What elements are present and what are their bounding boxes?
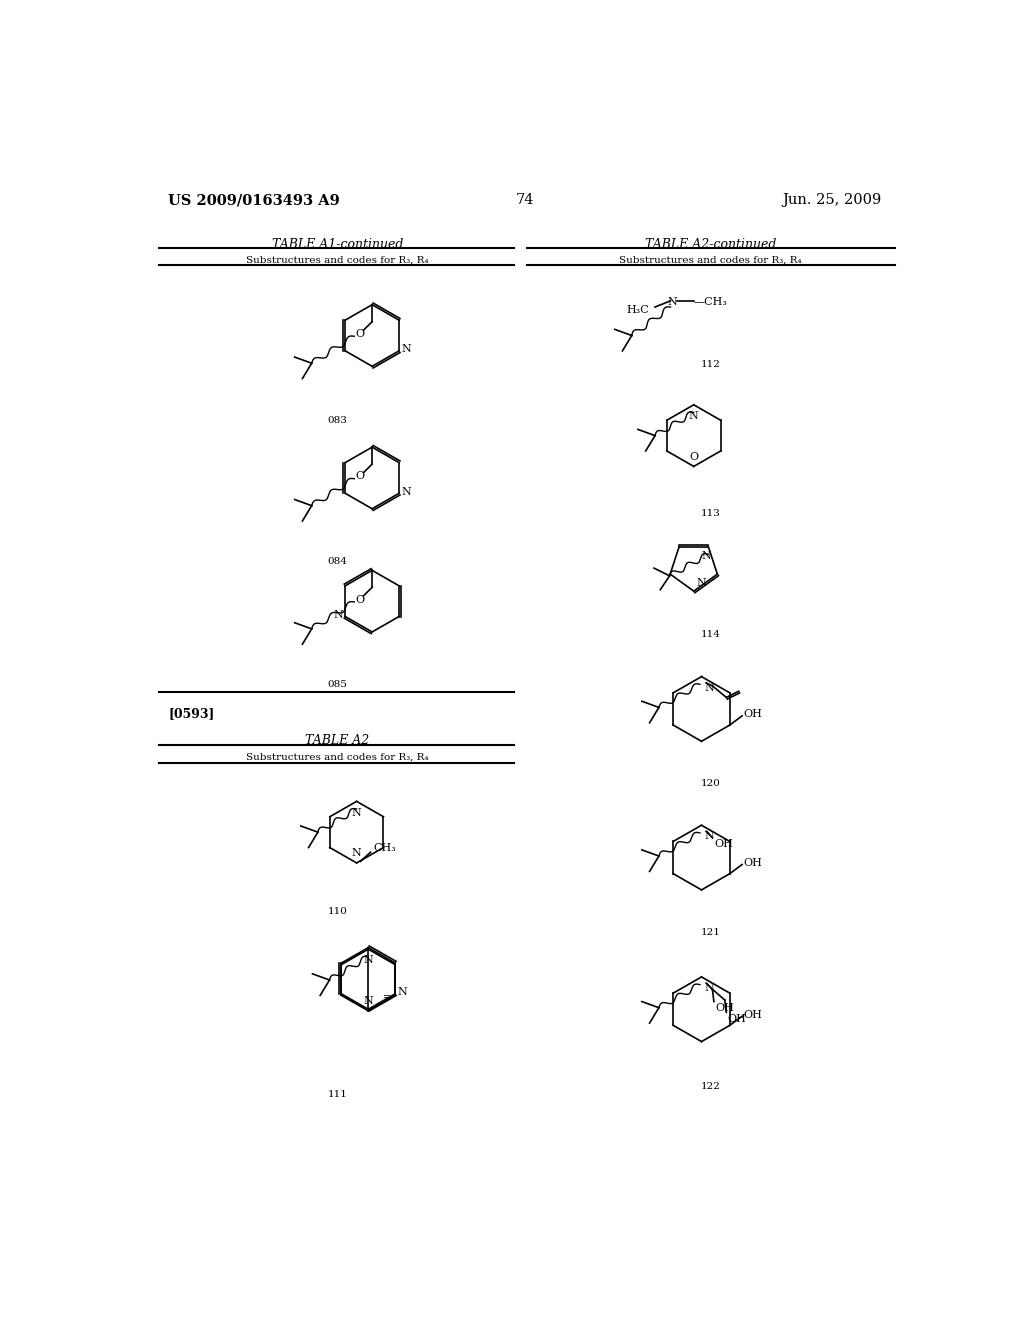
- Text: 113: 113: [700, 508, 721, 517]
- Text: N: N: [352, 849, 361, 858]
- Text: —CH₃: —CH₃: [693, 297, 728, 306]
- Text: 083: 083: [328, 416, 347, 425]
- Text: 120: 120: [700, 779, 721, 788]
- Text: Substructures and codes for R₃, R₄: Substructures and codes for R₃, R₄: [246, 256, 429, 264]
- Text: 084: 084: [328, 557, 347, 566]
- Text: N: N: [689, 411, 698, 421]
- Text: N: N: [401, 487, 411, 496]
- Text: OH: OH: [716, 1003, 734, 1012]
- Text: OH: OH: [743, 1010, 763, 1019]
- Text: 74: 74: [515, 193, 535, 207]
- Text: TABLE A2: TABLE A2: [305, 734, 370, 747]
- Text: N: N: [705, 682, 715, 693]
- Text: OH: OH: [728, 1014, 746, 1024]
- Text: Substructures and codes for R₃, R₄: Substructures and codes for R₃, R₄: [246, 752, 429, 762]
- Text: OH: OH: [743, 709, 763, 719]
- Text: US 2009/0163493 A9: US 2009/0163493 A9: [168, 193, 340, 207]
- Text: Jun. 25, 2009: Jun. 25, 2009: [782, 193, 882, 207]
- Text: N: N: [701, 552, 712, 561]
- Text: N: N: [705, 832, 715, 841]
- Text: O: O: [355, 471, 365, 482]
- Text: N: N: [364, 956, 373, 965]
- Text: N: N: [364, 997, 373, 1006]
- Text: TABLE A2-continued: TABLE A2-continued: [645, 238, 776, 251]
- Text: O: O: [355, 329, 365, 339]
- Text: N: N: [401, 345, 411, 354]
- Text: OH: OH: [714, 840, 733, 849]
- Text: TABLE A1-continued: TABLE A1-continued: [271, 238, 402, 251]
- Text: N: N: [705, 983, 715, 993]
- Text: O: O: [355, 594, 365, 605]
- Text: 114: 114: [700, 630, 721, 639]
- Text: 122: 122: [700, 1082, 721, 1092]
- Text: N: N: [352, 808, 361, 817]
- Text: 111: 111: [328, 1090, 347, 1100]
- Text: N: N: [333, 610, 343, 620]
- Text: CH₃: CH₃: [374, 842, 396, 853]
- Text: 085: 085: [328, 681, 347, 689]
- Text: [0593]: [0593]: [168, 706, 215, 719]
- Text: 121: 121: [700, 928, 721, 937]
- Text: N: N: [696, 578, 706, 589]
- Text: N: N: [668, 297, 677, 306]
- Text: 112: 112: [700, 360, 721, 370]
- Text: H₃C: H₃C: [626, 305, 649, 315]
- Text: OH: OH: [743, 858, 763, 869]
- Text: =: =: [383, 993, 391, 1002]
- Text: N: N: [397, 987, 408, 998]
- Text: O: O: [689, 451, 698, 462]
- Text: Substructures and codes for R₃, R₄: Substructures and codes for R₃, R₄: [620, 256, 802, 264]
- Text: 110: 110: [328, 907, 347, 916]
